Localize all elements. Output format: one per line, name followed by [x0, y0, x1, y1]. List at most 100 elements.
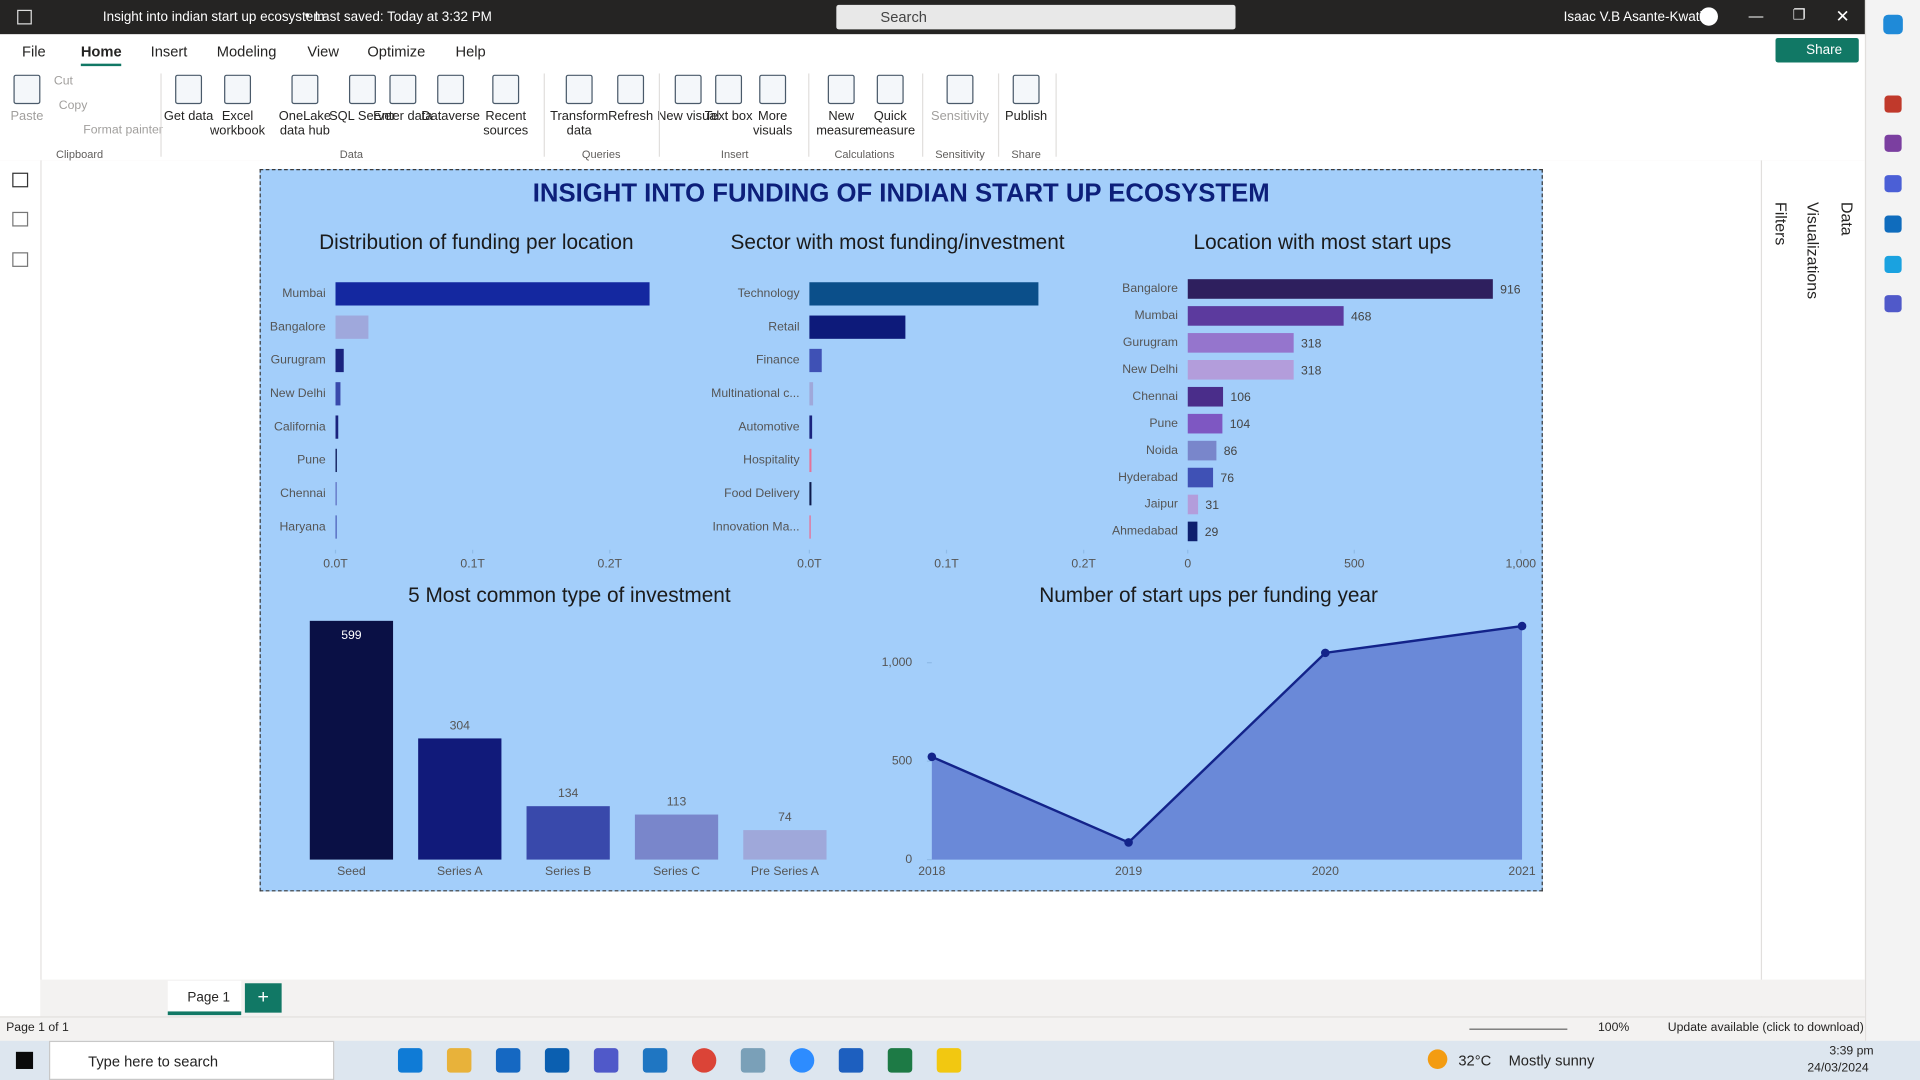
app-icon[interactable] [1884, 215, 1902, 233]
taskbar-app[interactable] [495, 1048, 521, 1073]
ribbon-button[interactable]: Dataverse [416, 74, 485, 124]
page-tab[interactable]: Page 1 [167, 980, 242, 1016]
update-notice[interactable]: Update available (click to download) [1667, 1021, 1864, 1035]
ribbon-button-label: Sensitivity [931, 108, 989, 124]
ribbon-button[interactable]: Publish [992, 74, 1061, 124]
taskbar-app[interactable] [397, 1048, 423, 1073]
zoom-slider[interactable] [1469, 1028, 1568, 1030]
x-tick-label: 500 [1344, 557, 1365, 571]
ribbon-button[interactable]: Copy [58, 99, 88, 113]
menu-item[interactable]: Home [80, 43, 122, 67]
ribbon-button-label: Paste [10, 108, 44, 124]
share-label: Share [1806, 42, 1843, 58]
taskbar-app[interactable] [887, 1048, 913, 1073]
app-icon[interactable] [1884, 255, 1902, 274]
bar [335, 448, 337, 473]
data-label: 106 [1230, 390, 1251, 404]
y-tick-label: New Delhi [270, 386, 326, 400]
taskbar-app[interactable] [691, 1048, 717, 1073]
menu-item[interactable]: View [307, 42, 339, 60]
data-label: 31 [1205, 498, 1219, 512]
taskbar-app[interactable] [838, 1048, 864, 1073]
ribbon-button[interactable]: SQL Server [328, 74, 397, 124]
app-icon[interactable] [1884, 175, 1902, 193]
x-tick-label: 2018 [918, 864, 945, 878]
ribbon-icon [389, 74, 417, 105]
ribbon-button[interactable]: Recent sources [471, 74, 540, 139]
app-icon[interactable] [1884, 95, 1902, 113]
taskbar-app[interactable] [936, 1048, 962, 1073]
menu-item[interactable]: Help [455, 42, 486, 60]
ribbon-button[interactable]: Excel workbook [203, 74, 272, 139]
bar [526, 806, 610, 860]
ribbon-button[interactable]: Get data [154, 74, 223, 124]
ribbon-button[interactable]: New visual [654, 74, 723, 124]
taskbar-app[interactable] [740, 1048, 766, 1073]
minimize[interactable]: — [1748, 7, 1764, 25]
menu-item[interactable]: Optimize [367, 42, 426, 60]
y-tick-label: 1,000 [882, 655, 913, 669]
filters-pane[interactable]: Filters [1771, 202, 1791, 246]
share-button[interactable]: Share [1775, 37, 1859, 63]
taskbar-search[interactable]: Type here to search [48, 1040, 335, 1080]
ribbon-button[interactable]: Cut [53, 74, 73, 89]
restore[interactable]: ❐ [1792, 6, 1806, 24]
ribbon-group-label: Insert [720, 148, 749, 161]
chart-title: Number of start ups per funding year [1039, 584, 1378, 607]
menu-bar: File Home Insert Modeling View Optimize … [0, 34, 1865, 68]
ribbon-separator [1055, 73, 1057, 157]
ribbon-button[interactable]: Text box [694, 74, 763, 124]
menu-item[interactable]: File [22, 42, 46, 60]
app-icon[interactable] [1884, 295, 1902, 313]
x-tick-label: Series A [437, 864, 483, 878]
app-icon[interactable] [1884, 134, 1902, 152]
ribbon-button[interactable]: More visuals [738, 74, 807, 139]
user-avatar[interactable] [1699, 7, 1718, 26]
taskbar-app[interactable] [446, 1048, 472, 1073]
report-view[interactable] [12, 172, 29, 188]
data-label: 76 [1220, 471, 1234, 485]
save-icon[interactable] [17, 9, 32, 25]
taskbar-app[interactable] [789, 1048, 815, 1073]
ribbon-button-label: Get data [163, 108, 214, 124]
ribbon-icon [13, 74, 41, 105]
y-tick-label: Multinational c... [711, 386, 799, 400]
add-page[interactable]: + [244, 983, 282, 1013]
visualizations-pane[interactable]: Visualizations [1803, 202, 1823, 300]
ribbon-button[interactable]: Quick measure [856, 74, 925, 139]
ribbon-button[interactable]: OneLake data hub [271, 74, 340, 139]
taskbar-app[interactable] [593, 1048, 619, 1073]
taskbar-app[interactable] [642, 1048, 668, 1073]
start-button[interactable] [15, 1051, 34, 1069]
y-tick-label: Chennai [280, 486, 326, 500]
y-tick-label: Hospitality [743, 453, 800, 467]
ribbon-icon [565, 74, 593, 105]
ribbon: Paste Cut Copy Format painter Get data Excel … [0, 67, 1865, 162]
bar [335, 282, 650, 306]
ribbon-button[interactable]: Sensitivity [926, 74, 995, 124]
ribbon-separator [543, 73, 545, 157]
ribbon-button[interactable]: Refresh [596, 74, 665, 124]
ribbon-button[interactable]: Paste [0, 74, 61, 124]
report-title: INSIGHT INTO FUNDING OF INDIAN START UP … [533, 179, 1270, 207]
ribbon-button[interactable]: Format painter [83, 123, 163, 138]
y-tick-label: Gurugram [1123, 335, 1178, 349]
bar [1187, 521, 1198, 542]
ribbon-button[interactable]: New measure [807, 74, 876, 139]
data-pane[interactable]: Data [1837, 202, 1857, 236]
menu-item[interactable]: Insert [150, 42, 188, 60]
search-box[interactable]: Search [836, 4, 1236, 30]
table-view[interactable] [12, 211, 29, 227]
ribbon-button[interactable]: Enter data [369, 74, 438, 124]
ribbon-button-label: OneLake data hub [278, 108, 331, 139]
close[interactable]: ✕ [1835, 6, 1850, 26]
taskbar-app[interactable] [544, 1048, 570, 1073]
ribbon-button-label: Recent sources [483, 108, 529, 139]
menu-item[interactable]: Modeling [216, 42, 277, 60]
ribbon-icon [946, 74, 974, 105]
model-view[interactable] [12, 252, 29, 267]
ribbon-button[interactable]: Transform data [545, 74, 614, 139]
copilot-icon[interactable] [1883, 14, 1903, 35]
ribbon-group-label: Share [1011, 148, 1041, 161]
y-tick-label: Pune [1149, 416, 1178, 430]
